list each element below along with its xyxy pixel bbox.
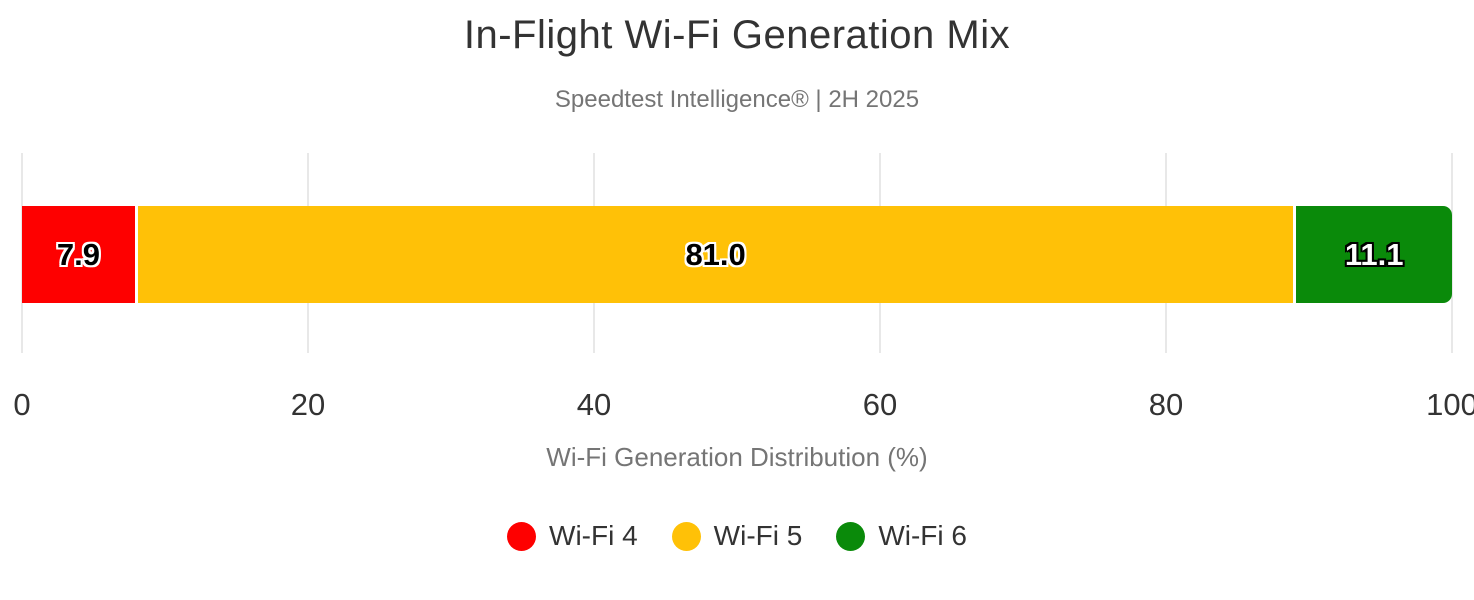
legend-item-wi-fi-5[interactable]: Wi-Fi 5 (671, 520, 803, 552)
legend-label: Wi-Fi 6 (878, 520, 967, 551)
bar-segment-wi-fi-6[interactable]: 11.1 (1293, 206, 1452, 303)
plot-area: 7.9 81.0 11.1 (21, 153, 1453, 353)
bar-segment-wi-fi-4[interactable]: 7.9 (22, 206, 135, 303)
legend-marker-wi-fi-6 (836, 521, 866, 551)
bar-value-label: 7.9 (56, 237, 101, 272)
bar-value-label: 11.1 (1344, 237, 1404, 272)
x-tick-label: 60 (862, 387, 898, 422)
x-tick-label: 20 (290, 387, 326, 422)
bar-segment-wi-fi-5[interactable]: 81.0 (134, 206, 1294, 303)
bar-value-label: 81.0 (685, 237, 746, 272)
legend-item-wi-fi-6[interactable]: Wi-Fi 6 (836, 520, 967, 552)
x-tick-label: 80 (1148, 387, 1184, 422)
chart-subtitle: Speedtest Intelligence® | 2H 2025 (554, 86, 920, 113)
chart-title: In-Flight Wi-Fi Generation Mix (463, 13, 1011, 57)
legend-marker-wi-fi-4 (507, 521, 537, 551)
x-tick-label: 100 (1426, 387, 1474, 422)
x-tick-label: 40 (576, 387, 612, 422)
legend-item-wi-fi-4[interactable]: Wi-Fi 4 (507, 520, 638, 552)
x-tick-label: 0 (13, 387, 31, 422)
x-axis-title: Wi-Fi Generation Distribution (%) (546, 442, 928, 472)
x-axis-ticks: 0 20 40 60 80 100 (13, 387, 1474, 427)
stacked-bar: 7.9 81.0 11.1 (22, 206, 1452, 303)
gridline (1451, 153, 1453, 353)
legend: Wi-Fi 4 Wi-Fi 5 Wi-Fi 6 (0, 520, 1474, 552)
legend-label: Wi-Fi 4 (549, 520, 638, 551)
legend-label: Wi-Fi 5 (713, 520, 803, 551)
legend-marker-wi-fi-5 (671, 521, 701, 551)
